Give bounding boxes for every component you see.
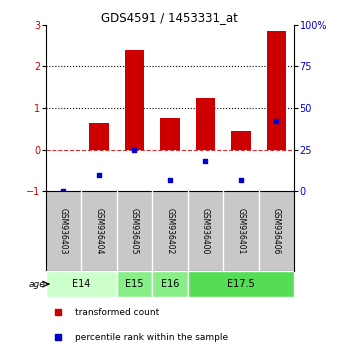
Bar — [267, 31, 286, 149]
Text: age: age — [29, 280, 46, 289]
Text: E17.5: E17.5 — [227, 279, 255, 289]
Bar — [196, 98, 215, 149]
Bar — [89, 122, 108, 149]
Text: GSM936404: GSM936404 — [94, 208, 103, 254]
Text: GSM936405: GSM936405 — [130, 208, 139, 254]
Point — [55, 309, 61, 315]
Point — [167, 177, 172, 182]
Text: GSM936401: GSM936401 — [236, 208, 245, 254]
Bar — [46, 271, 117, 297]
Text: GSM936400: GSM936400 — [201, 208, 210, 254]
Text: GSM936406: GSM936406 — [272, 208, 281, 254]
Point — [132, 147, 137, 152]
Text: E15: E15 — [125, 279, 144, 289]
Bar — [152, 271, 188, 297]
Text: E14: E14 — [72, 279, 90, 289]
Point — [238, 177, 243, 182]
Point — [274, 119, 279, 124]
Bar — [188, 271, 294, 297]
Text: percentile rank within the sample: percentile rank within the sample — [75, 333, 228, 342]
Bar — [117, 271, 152, 297]
Title: GDS4591 / 1453331_at: GDS4591 / 1453331_at — [101, 11, 238, 24]
Text: GSM936403: GSM936403 — [59, 208, 68, 254]
Bar — [125, 50, 144, 149]
Bar — [160, 118, 179, 149]
Text: transformed count: transformed count — [75, 308, 160, 317]
Bar — [231, 131, 250, 149]
Text: E16: E16 — [161, 279, 179, 289]
Point — [55, 334, 61, 340]
Point — [203, 158, 208, 164]
Point — [61, 188, 66, 194]
Point — [96, 172, 102, 177]
Text: GSM936402: GSM936402 — [165, 208, 174, 254]
